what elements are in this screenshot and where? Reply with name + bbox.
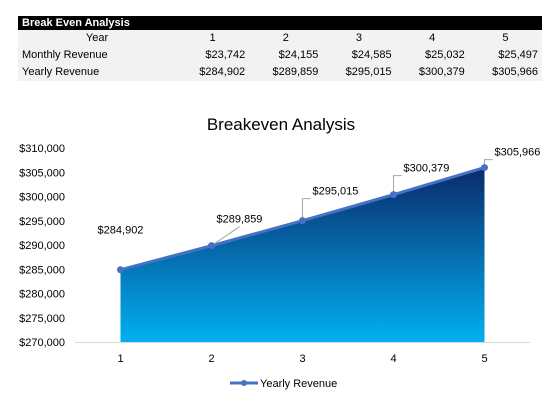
legend-marker (241, 380, 247, 386)
data-table: Year 1 2 3 4 5 Monthly Revenue $23,742 $… (18, 30, 542, 81)
legend-label-yearly-revenue: Yearly Revenue (260, 378, 337, 390)
chart-svg: Breakeven Analysis $270,000 $275,000 $280,… (19, 115, 540, 390)
data-point (208, 242, 215, 250)
chart-title: Breakeven Analysis (207, 115, 355, 134)
data-point (390, 191, 397, 199)
data-label: $300,379 (404, 163, 450, 175)
y-tick-label: $300,000 (19, 192, 65, 204)
data-point (117, 266, 124, 274)
table-cell: $24,155 (249, 47, 323, 64)
x-tick-label: 3 (299, 353, 305, 365)
data-label-leader-line (302, 198, 311, 221)
data-label-leader-line (211, 226, 240, 247)
y-tick-label: $290,000 (19, 240, 65, 252)
data-label: $284,902 (98, 225, 144, 237)
data-label-leader-line (393, 175, 402, 195)
table-cell: $295,015 (322, 64, 396, 81)
data-point (299, 217, 306, 225)
table-cell: $25,497 (468, 47, 542, 64)
table-cell: $284,902 (176, 64, 250, 81)
table-header-row: Year 1 2 3 4 5 (18, 30, 542, 47)
x-tick-label: 4 (390, 353, 396, 365)
table-row: Monthly Revenue $23,742 $24,155 $24,585 … (18, 47, 542, 64)
y-axis-labels: $270,000 $275,000 $280,000 $285,000 $290,000… (19, 143, 65, 349)
table-title: Break Even Analysis (18, 16, 542, 30)
y-tick-label: $280,000 (19, 289, 65, 301)
header-year-2: 2 (249, 30, 323, 47)
plot-area: $284,902 $289,859 $295,015 $300,379 $305,966 (75, 147, 540, 343)
table-cell: $289,859 (249, 64, 323, 81)
data-label: $289,859 (217, 214, 263, 226)
data-point (481, 164, 488, 172)
break-even-table: Break Even Analysis Year 1 2 3 4 5 Month… (18, 16, 542, 81)
data-label: $305,966 (495, 147, 541, 159)
y-tick-label: $285,000 (19, 264, 65, 276)
table-cell: $300,379 (395, 64, 469, 81)
y-tick-label: $305,000 (19, 167, 65, 179)
table-cell: $23,742 (176, 47, 250, 64)
header-year-1: 1 (176, 30, 250, 47)
legend: Yearly Revenue (230, 378, 337, 390)
y-tick-label: $275,000 (19, 313, 65, 325)
row-label-yearly-revenue: Yearly Revenue (18, 64, 176, 81)
header-year-5: 5 (468, 30, 542, 47)
y-tick-label: $270,000 (19, 337, 65, 349)
table-row: Yearly Revenue $284,902 $289,859 $295,01… (18, 64, 542, 81)
data-label: $295,015 (313, 186, 359, 198)
table-cell: $305,966 (468, 64, 542, 81)
x-axis-labels: 1 2 3 4 5 (117, 353, 487, 365)
header-year-label: Year (18, 30, 176, 47)
header-year-4: 4 (395, 30, 469, 47)
row-label-monthly-revenue: Monthly Revenue (18, 47, 176, 64)
x-tick-label: 5 (481, 353, 487, 365)
y-tick-label: $310,000 (19, 143, 65, 155)
table-cell: $24,585 (322, 47, 396, 64)
x-tick-label: 1 (117, 353, 123, 365)
x-tick-label: 2 (208, 353, 214, 365)
series-area-yearly-revenue (120, 167, 485, 342)
header-year-3: 3 (322, 30, 396, 47)
table-cell: $25,032 (395, 47, 469, 64)
y-tick-label: $295,000 (19, 216, 65, 228)
breakeven-chart: Breakeven Analysis $270,000 $275,000 $280,… (0, 104, 560, 404)
